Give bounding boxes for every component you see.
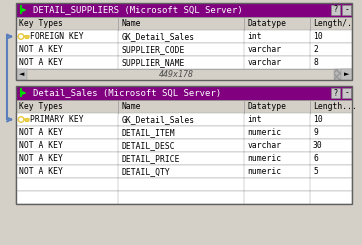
Text: DETAIL_DESC: DETAIL_DESC: [122, 141, 175, 150]
Text: 9: 9: [313, 128, 318, 137]
Bar: [16, 126, 352, 139]
Bar: [16, 69, 27, 80]
Text: NOT A KEY: NOT A KEY: [19, 167, 63, 176]
Text: numeric: numeric: [248, 167, 282, 176]
Bar: [331, 88, 340, 98]
Text: Datatype: Datatype: [248, 102, 286, 111]
Text: numeric: numeric: [248, 128, 282, 137]
Bar: [16, 17, 352, 30]
Text: varchar: varchar: [248, 45, 282, 54]
Text: ?: ?: [333, 88, 337, 98]
Text: 6: 6: [313, 154, 318, 163]
Text: Name: Name: [122, 102, 141, 111]
Bar: [16, 100, 352, 113]
Text: NOT A KEY: NOT A KEY: [19, 141, 63, 150]
Text: 5: 5: [313, 167, 318, 176]
Text: NOT A KEY: NOT A KEY: [19, 58, 63, 67]
Bar: [16, 191, 352, 204]
Text: int: int: [248, 32, 262, 41]
Bar: [16, 113, 352, 126]
Bar: [16, 43, 352, 56]
Bar: [16, 86, 352, 204]
Bar: [16, 165, 352, 178]
Text: 2: 2: [313, 45, 318, 54]
Text: int: int: [248, 115, 262, 124]
Text: FOREIGN KEY: FOREIGN KEY: [30, 32, 84, 41]
Text: -: -: [345, 88, 348, 98]
Text: PRIMARY KEY: PRIMARY KEY: [30, 115, 84, 124]
Circle shape: [18, 117, 24, 122]
Bar: [16, 139, 352, 152]
Text: Detail_Sales (Microsoft SQL Server): Detail_Sales (Microsoft SQL Server): [33, 88, 221, 98]
Bar: [342, 5, 351, 15]
Text: Name: Name: [122, 19, 141, 28]
Text: 8: 8: [313, 58, 318, 67]
Text: Datatype: Datatype: [248, 19, 286, 28]
Text: 449x178: 449x178: [159, 70, 194, 79]
Bar: [16, 56, 352, 69]
Text: DETAIL_SUPPLIERS (Microsoft SQL Server): DETAIL_SUPPLIERS (Microsoft SQL Server): [33, 5, 243, 14]
Text: Key Types: Key Types: [19, 19, 63, 28]
Circle shape: [20, 35, 22, 38]
Bar: [16, 3, 352, 80]
Text: NOT A KEY: NOT A KEY: [19, 154, 63, 163]
Text: 10: 10: [313, 115, 323, 124]
Bar: [341, 69, 352, 80]
Text: SUPPLIER_NAME: SUPPLIER_NAME: [122, 58, 185, 67]
Text: ◄: ◄: [19, 72, 24, 77]
Text: GK_Detail_Sales: GK_Detail_Sales: [122, 32, 195, 41]
Text: Key Types: Key Types: [19, 102, 63, 111]
Text: SUPPLIER_CODE: SUPPLIER_CODE: [122, 45, 185, 54]
Text: DETAIL_QTY: DETAIL_QTY: [122, 167, 170, 176]
Bar: [331, 5, 340, 15]
Text: -: -: [345, 5, 348, 14]
Circle shape: [20, 118, 22, 121]
Bar: [16, 152, 352, 165]
Text: Length/.: Length/.: [313, 19, 352, 28]
Text: 30: 30: [313, 141, 323, 150]
Text: ?: ?: [333, 5, 337, 14]
Text: varchar: varchar: [248, 141, 282, 150]
Text: ►: ►: [344, 72, 349, 77]
Text: DETAIL_PRICE: DETAIL_PRICE: [122, 154, 180, 163]
Bar: [342, 88, 351, 98]
Text: varchar: varchar: [248, 58, 282, 67]
Bar: [16, 178, 352, 191]
Text: GK_Detail_Sales: GK_Detail_Sales: [122, 115, 195, 124]
Text: Length...: Length...: [313, 102, 357, 111]
Bar: [16, 30, 352, 43]
Text: 10: 10: [313, 32, 323, 41]
Text: numeric: numeric: [248, 154, 282, 163]
Bar: [16, 3, 352, 17]
Circle shape: [18, 34, 24, 39]
Text: NOT A KEY: NOT A KEY: [19, 128, 63, 137]
Text: NOT A KEY: NOT A KEY: [19, 45, 63, 54]
Text: DETAIL_ITEM: DETAIL_ITEM: [122, 128, 175, 137]
Bar: [334, 69, 352, 80]
Bar: [16, 86, 352, 100]
Bar: [16, 69, 352, 80]
